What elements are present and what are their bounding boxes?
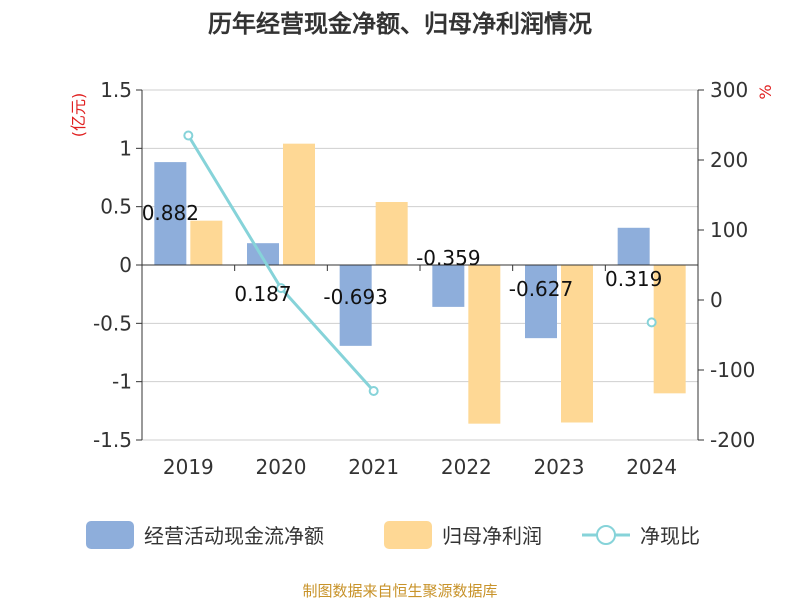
left-tick-label: -1.5 [93, 428, 132, 452]
bar-net-profit [653, 265, 686, 394]
bar-operating-cash [247, 243, 279, 265]
left-tick-label: 0 [119, 253, 132, 277]
right-tick-label: 0 [710, 288, 723, 312]
bar-operating-cash [154, 162, 187, 265]
axes-layer: 1.5 1 0.5 0 -0.5 -1 -1.5 300 200 100 0 -100 -200 2019… [93, 78, 755, 479]
left-tick-label: -0.5 [93, 311, 132, 335]
right-tick-label: -200 [710, 428, 755, 452]
bar-operating-cash [617, 227, 650, 265]
x-tick-label: 2021 [348, 455, 399, 479]
x-tick-label: 2024 [626, 455, 677, 479]
legend-swatch-ratio-marker [596, 525, 616, 545]
left-tick-label: 1.5 [100, 78, 132, 102]
right-tick-label: -100 [710, 358, 755, 382]
right-tick-label: 200 [710, 148, 748, 172]
left-tick-label: 0.5 [100, 195, 132, 219]
chart-title: 历年经营现金净额、归母净利润情况 [208, 10, 592, 38]
left-axis-unit: (亿元) [69, 93, 88, 138]
bar-net-profit [283, 143, 315, 265]
bar-operating-cash [339, 265, 372, 346]
legend-label-ratio: 净现比 [640, 524, 700, 548]
right-tick-label: 100 [710, 218, 748, 242]
data-label: -0.693 [323, 285, 387, 309]
left-tick-label: -1 [112, 370, 132, 394]
bar-operating-cash [432, 265, 465, 307]
bar-net-profit [561, 265, 593, 423]
bar-net-profit [468, 265, 501, 424]
bars-layer [154, 143, 686, 424]
right-tick-label: 300 [710, 78, 748, 102]
data-label: 0.187 [234, 282, 291, 306]
data-label: -0.359 [416, 246, 480, 270]
legend-label-net-profit: 归母净利润 [442, 524, 542, 548]
x-tick-label: 2023 [534, 455, 585, 479]
ratio-point [183, 130, 194, 141]
data-label: -0.627 [509, 277, 573, 301]
bar-operating-cash [525, 265, 557, 339]
ratio-point [276, 283, 286, 294]
ratio-point [646, 317, 657, 328]
grid-lines [142, 89, 698, 441]
data-labels-layer: 0.882 0.187 -0.693 -0.359 -0.627 0.319 [142, 201, 663, 309]
x-tick-label: 2020 [256, 455, 307, 479]
ratio-point [368, 386, 379, 396]
bar-net-profit [375, 202, 408, 265]
bar-net-profit [190, 220, 223, 265]
data-label: 0.882 [142, 201, 199, 225]
source-note: 制图数据来自恒生聚源数据库 [302, 582, 497, 600]
right-axis-unit: % [756, 84, 775, 99]
x-tick-label: 2019 [163, 455, 214, 479]
legend-swatch-operating-cash [86, 521, 134, 549]
legend: 经营活动现金流净额 归母净利润 净现比 [86, 521, 700, 549]
ratio-line-layer [183, 130, 657, 396]
legend-swatch-net-profit [384, 521, 432, 549]
legend-label-operating-cash: 经营活动现金流净额 [144, 524, 324, 548]
left-tick-label: 1 [119, 136, 132, 160]
data-label: 0.319 [605, 267, 662, 291]
x-tick-label: 2022 [441, 455, 492, 479]
